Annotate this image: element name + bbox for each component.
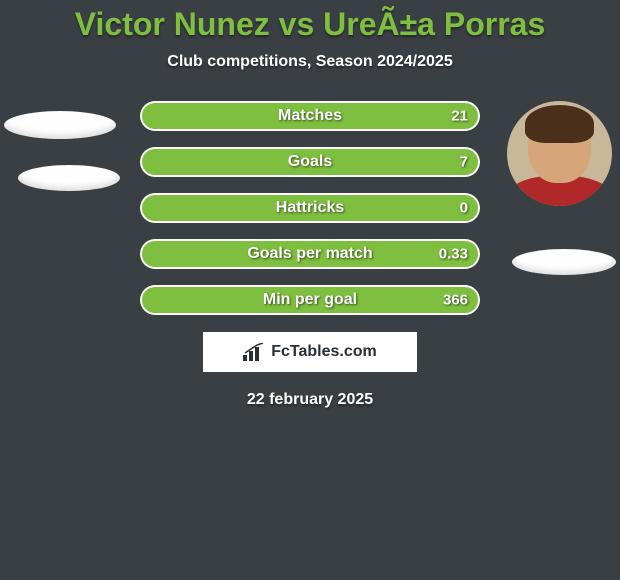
blank-ellipse-right-1 (512, 249, 616, 275)
logo-text: FcTables.com (271, 343, 377, 361)
avatar-right-player (507, 101, 612, 206)
stat-label: Goals (288, 153, 332, 171)
page-title: Victor Nunez vs UreÃ±a Porras (0, 0, 620, 43)
stat-right-value: 0.33 (439, 246, 468, 263)
stat-row: Goals per match 0.33 (140, 239, 480, 269)
stat-right-value: 7 (460, 154, 468, 171)
stat-right-value: 21 (451, 108, 468, 125)
stat-row: Hattricks 0 (140, 193, 480, 223)
blank-ellipse-left-1 (4, 111, 116, 139)
logo-box[interactable]: FcTables.com (202, 331, 418, 373)
comparison-content: Matches 21 Goals 7 Hattricks 0 Goals per match… (0, 101, 620, 409)
stat-label: Matches (278, 107, 342, 125)
stat-row: Goals 7 (140, 147, 480, 177)
stat-right-value: 0 (460, 200, 468, 217)
stat-row: Matches 21 (140, 101, 480, 131)
subtitle: Club competitions, Season 2024/2025 (0, 53, 620, 71)
stat-right-value: 366 (443, 292, 468, 309)
avatar-hair (525, 105, 594, 143)
stats-container: Matches 21 Goals 7 Hattricks 0 Goals per match… (140, 101, 480, 315)
stat-label: Min per goal (263, 291, 357, 309)
bar-chart-icon (243, 343, 265, 361)
date-text: 22 february 2025 (0, 391, 620, 409)
stat-row: Min per goal 366 (140, 285, 480, 315)
blank-ellipse-left-2 (18, 165, 120, 191)
stat-label: Goals per match (247, 245, 372, 263)
stat-label: Hattricks (276, 199, 344, 217)
